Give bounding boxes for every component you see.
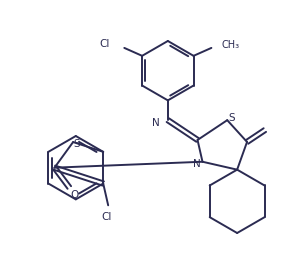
Text: O: O bbox=[70, 190, 78, 200]
Text: N: N bbox=[193, 159, 200, 169]
Text: CH₃: CH₃ bbox=[221, 40, 239, 50]
Text: S: S bbox=[74, 139, 80, 149]
Text: Cl: Cl bbox=[99, 39, 110, 49]
Text: Cl: Cl bbox=[101, 212, 111, 222]
Text: S: S bbox=[229, 113, 236, 123]
Text: N: N bbox=[152, 118, 160, 128]
